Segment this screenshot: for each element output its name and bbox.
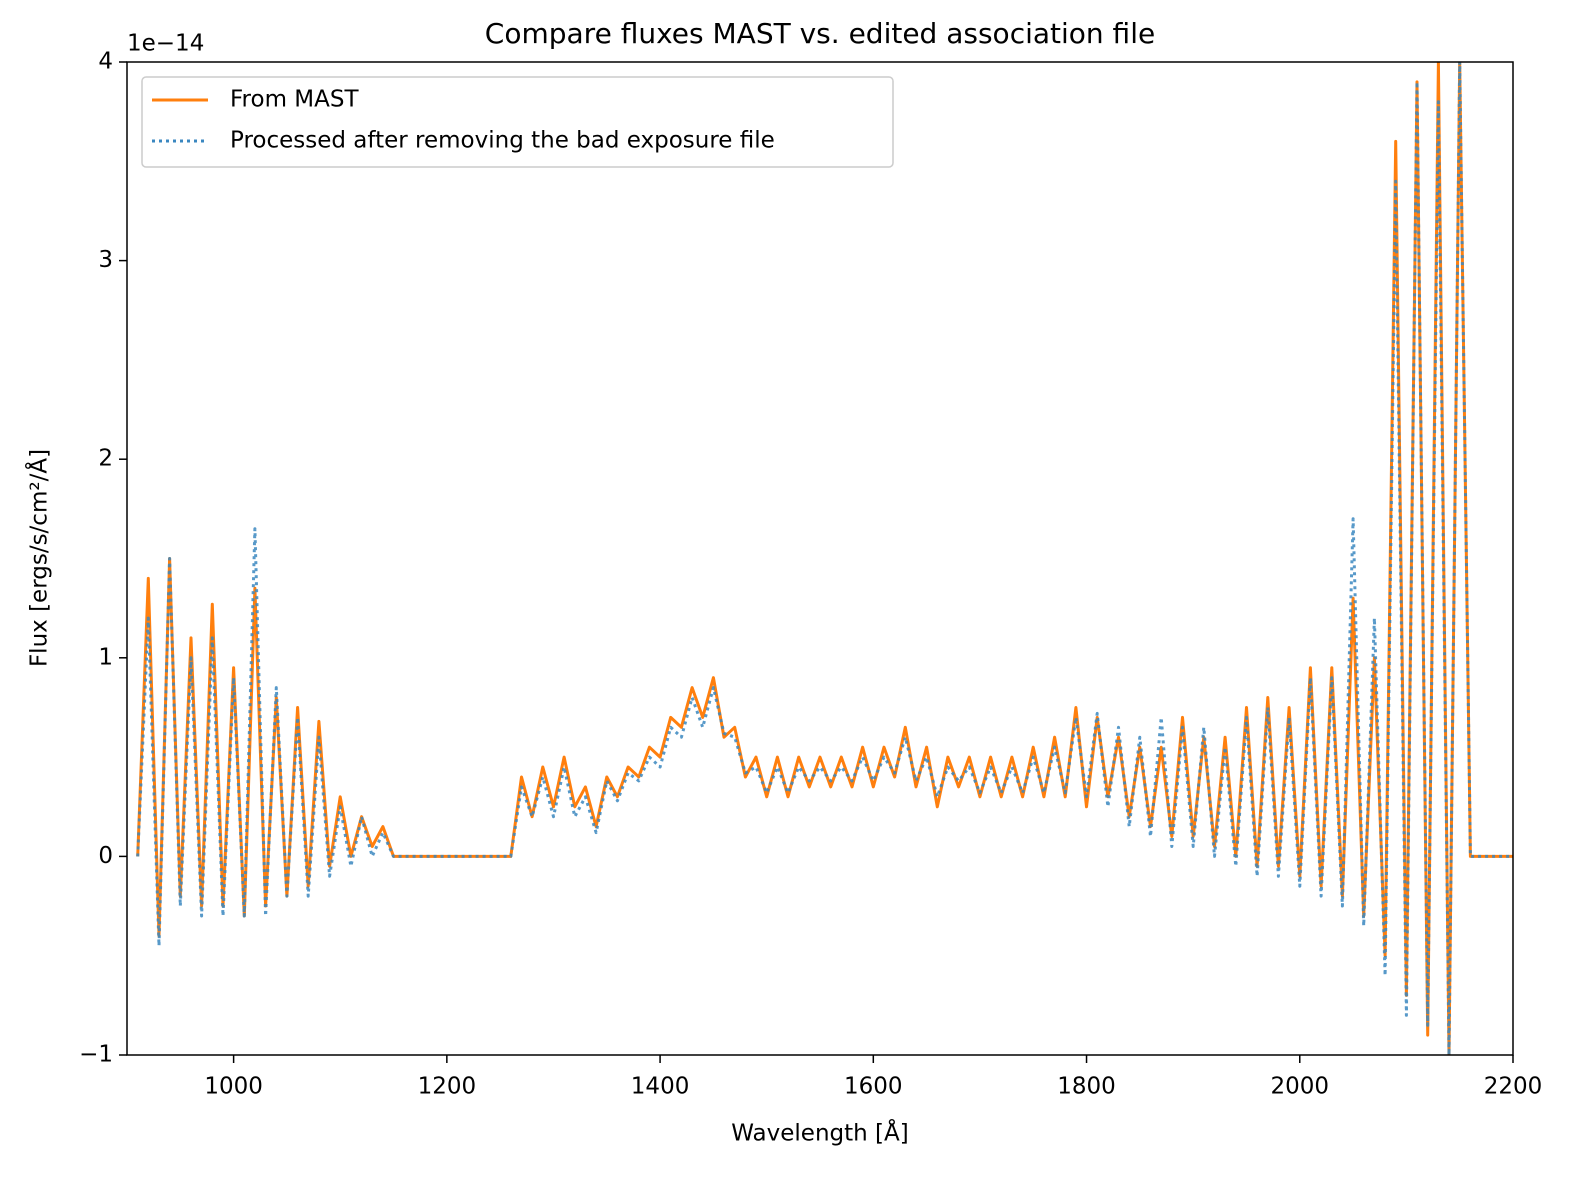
series-line (136, 62, 1513, 1055)
y-axis-label: Flux [ergs/s/cm²/Å] (25, 449, 53, 667)
x-tick-label: 2000 (1270, 1074, 1329, 1100)
y-tick-label: −1 (79, 1042, 113, 1068)
legend-label: From MAST (230, 87, 359, 113)
x-tick-label: 1800 (1057, 1074, 1116, 1100)
chart-title: Compare fluxes MAST vs. edited associati… (485, 17, 1155, 50)
x-tick-label: 2200 (1484, 1074, 1543, 1100)
legend-box (141, 76, 894, 168)
y-tick-label: 4 (98, 49, 113, 75)
y-tick-label: 0 (98, 843, 113, 869)
series-line (136, 62, 1513, 1055)
x-tick-label: 1200 (418, 1074, 477, 1100)
y-offset-label: 1e−14 (127, 31, 204, 57)
axes-frame (126, 61, 1514, 1056)
x-tick-label: 1000 (204, 1074, 263, 1100)
plot-area (136, 62, 1513, 1055)
y-tick-label: 1 (98, 644, 113, 670)
x-axis-label: Wavelength [Å] (731, 1119, 908, 1147)
legend-label: Processed after removing the bad exposur… (230, 128, 775, 154)
y-tick-label: 2 (98, 446, 113, 472)
x-tick-label: 1600 (844, 1074, 903, 1100)
y-tick-label: 3 (98, 247, 113, 273)
x-tick-label: 1400 (631, 1074, 690, 1100)
